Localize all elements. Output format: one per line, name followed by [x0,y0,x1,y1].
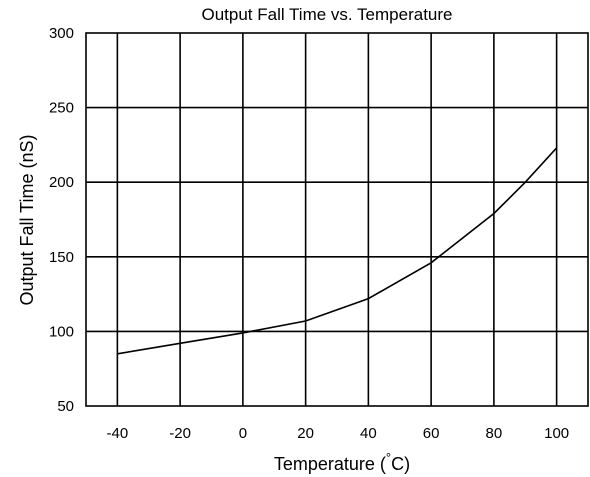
x-tick-label: 0 [239,425,247,442]
y-tick-label: 250 [49,100,74,117]
y-tick-label: 50 [57,398,74,415]
chart-title: Output Fall Time vs. Temperature [201,5,452,24]
grid [86,33,588,406]
x-tick-label: 80 [486,425,503,442]
plot-frame [85,32,589,407]
y-tick-label: 100 [49,323,74,340]
x-axis-degree-symbol: ° [386,450,391,465]
x-axis-label: Temperature (°C) [274,450,410,474]
y-axis-ticks: 50 100 150 200 250 300 [49,25,74,415]
x-tick-label: 60 [423,425,440,442]
x-tick-label: -40 [107,425,129,442]
y-axis-label: Output Fall Time (nS) [17,134,37,305]
x-axis-ticks: -40 -20 0 20 40 60 80 100 [107,425,570,442]
x-tick-label: -20 [169,425,191,442]
x-axis-label-text: Temperature ( [274,454,386,474]
y-tick-label: 300 [49,25,74,42]
x-axis-unit: C) [391,454,410,474]
x-tick-label: 100 [544,425,569,442]
y-tick-label: 150 [49,249,74,266]
x-tick-label: 40 [360,425,377,442]
fall-time-series-line [117,147,558,355]
x-tick-label: 20 [297,425,314,442]
y-tick-label: 200 [49,174,74,191]
